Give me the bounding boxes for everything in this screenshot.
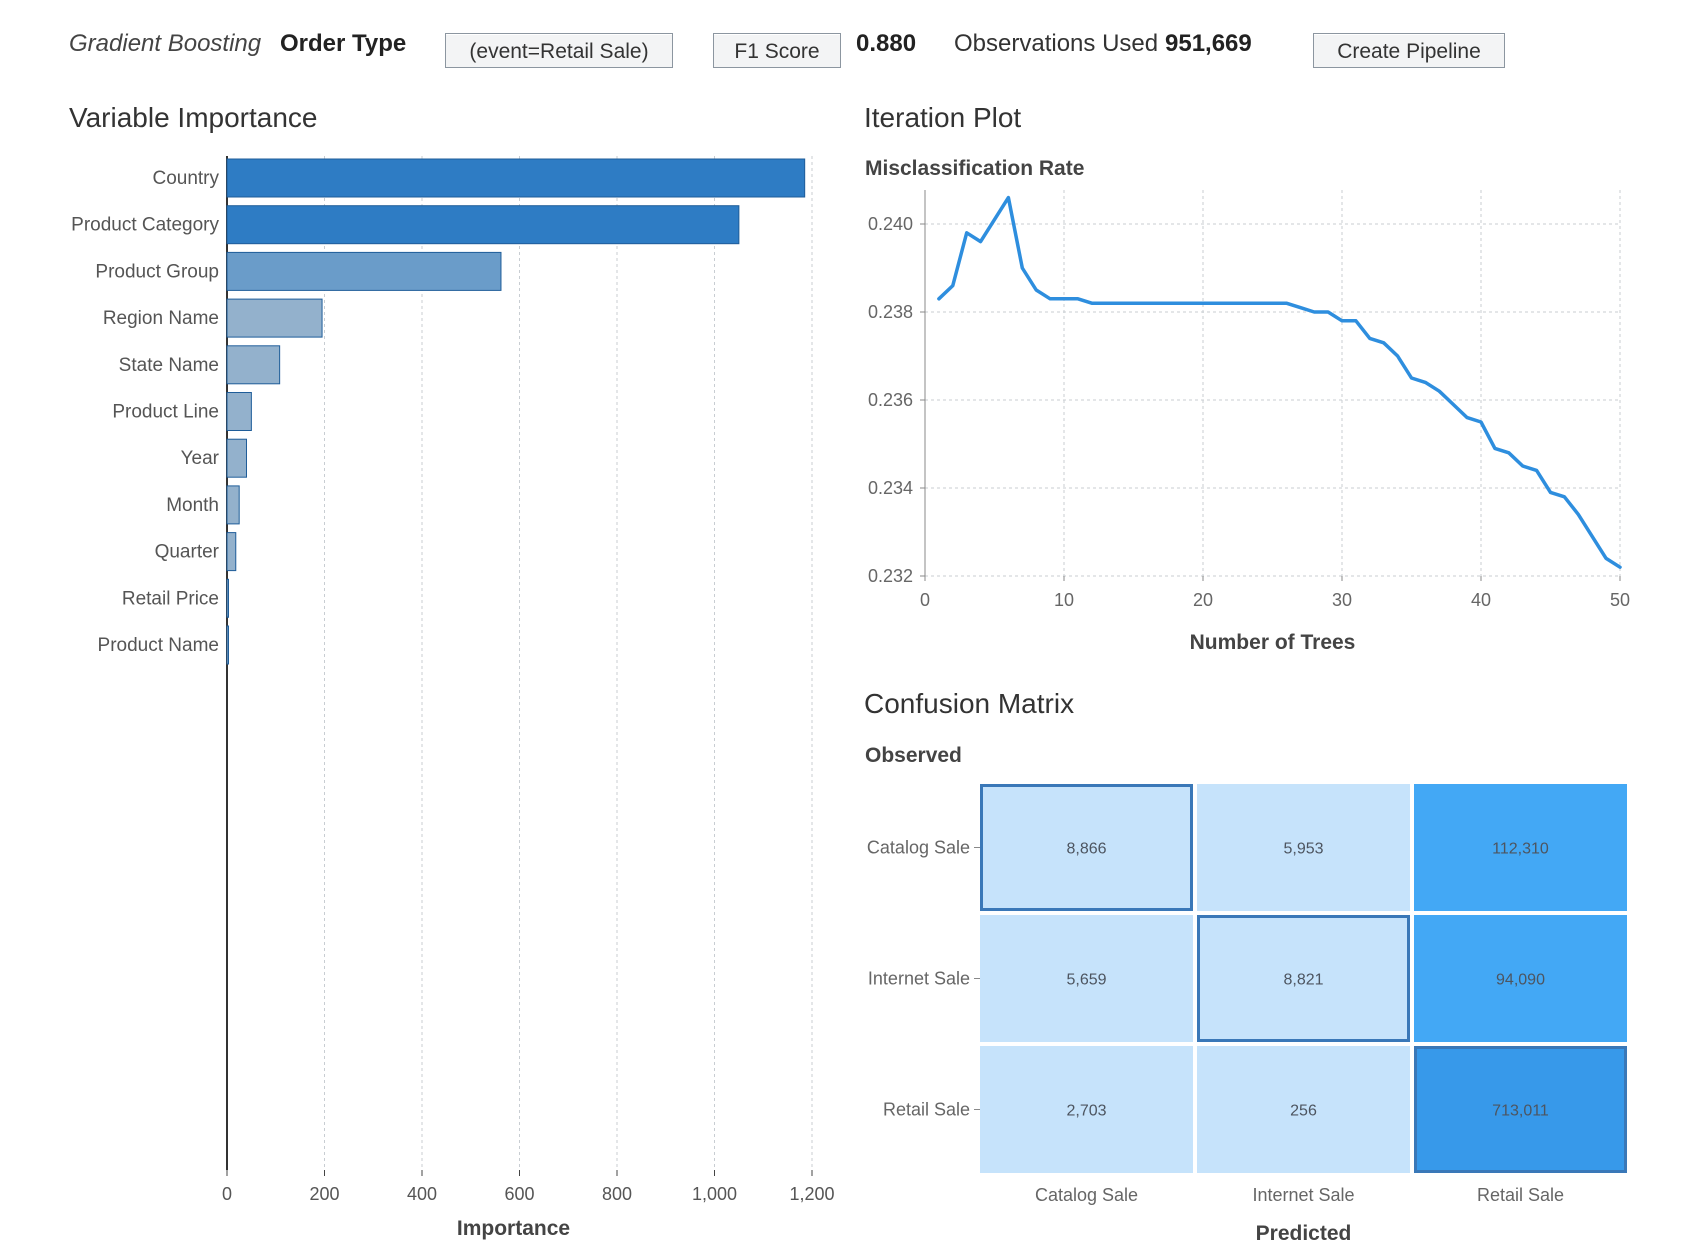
vi-x-tick-label: 800	[602, 1184, 632, 1204]
it-y-tick-label: 0.234	[868, 478, 913, 498]
vi-bar	[226, 298, 323, 338]
vi-category-label: Product Line	[112, 402, 219, 423]
cm-column-label: Catalog Sale	[1035, 1185, 1138, 1205]
it-y-axis-title: Misclassification Rate	[865, 157, 1084, 180]
vi-bar	[226, 625, 229, 665]
vi-category-label: Product Name	[98, 635, 219, 656]
it-y-tick-label: 0.240	[868, 214, 913, 234]
cm-cell	[980, 915, 1193, 1042]
it-x-tick-label: 10	[1054, 590, 1074, 610]
cm-cell	[1197, 915, 1410, 1042]
vi-bar	[226, 345, 281, 385]
cm-x-axis-title: Predicted	[1256, 1222, 1352, 1245]
cm-cell-highlight	[980, 784, 1193, 911]
it-x-tick-label: 40	[1471, 590, 1491, 610]
cm-row-label: Internet Sale	[868, 969, 970, 989]
model-header: Gradient Boosting Order Type (event=Reta…	[69, 26, 1629, 70]
confusion-matrix-title: Confusion Matrix	[864, 688, 1075, 719]
it-y-tick-label: 0.236	[868, 390, 913, 410]
cm-cell-highlight	[1414, 1046, 1627, 1173]
vi-x-tick-label: 200	[309, 1184, 339, 1204]
vi-x-tick-label: 400	[407, 1184, 437, 1204]
cm-cell-value: 8,821	[1283, 972, 1323, 989]
variable-importance-title: Variable Importance	[69, 102, 318, 133]
it-x-tick-label: 20	[1193, 590, 1213, 610]
cm-cell-value: 713,011	[1492, 1103, 1549, 1120]
it-y-tick-label: 0.238	[868, 302, 913, 322]
cm-cell	[1414, 1046, 1627, 1173]
vi-category-label: Country	[152, 168, 219, 189]
vi-category-label: Quarter	[155, 542, 220, 563]
vi-category-label: Year	[181, 448, 220, 469]
cm-cell-value: 2,703	[1066, 1103, 1106, 1120]
vi-bar	[226, 438, 247, 478]
vi-bar	[226, 578, 229, 618]
cm-cell	[1197, 1046, 1410, 1173]
model-type-label: Gradient Boosting	[69, 30, 262, 57]
it-series-line	[937, 195, 1622, 569]
cm-column-label: Internet Sale	[1252, 1185, 1354, 1205]
metric-value: 0.880	[856, 30, 917, 57]
cm-row-label: Catalog Sale	[867, 838, 970, 858]
vi-x-tick-label: 1,200	[789, 1184, 834, 1204]
vi-category-label: State Name	[119, 355, 219, 376]
observations-label: Observations Used	[954, 30, 1159, 57]
cm-cell	[980, 784, 1193, 911]
it-x-tick-label: 0	[920, 590, 930, 610]
it-y-tick-label: 0.232	[868, 566, 913, 586]
vi-bar	[226, 532, 237, 572]
iteration-plot-title: Iteration Plot	[864, 102, 1022, 133]
vi-bar	[226, 205, 740, 245]
vi-x-tick-label: 1,000	[692, 1184, 737, 1204]
vi-category-label: Product Group	[95, 261, 219, 282]
cm-cell-value: 112,310	[1492, 841, 1549, 858]
vi-x-tick-label: 600	[504, 1184, 534, 1204]
cm-cell-highlight	[1197, 915, 1410, 1042]
cm-column-label: Retail Sale	[1477, 1185, 1564, 1205]
cm-cell-value: 256	[1290, 1103, 1317, 1120]
vi-bar	[226, 485, 240, 525]
it-x-tick-label: 50	[1610, 590, 1630, 610]
variable-importance-chart: 0 200 400 600 800 1,000 1,200 Country Product Ca…	[71, 156, 835, 1240]
target-variable-label: Order Type	[280, 30, 407, 57]
it-x-axis-title: Number of Trees	[1190, 631, 1356, 654]
cm-cell-value: 8,866	[1066, 841, 1106, 858]
metric-select-button[interactable]: F1 Score	[713, 33, 841, 68]
confusion-matrix-chart: Observed 8,866 5,953 112,310 Catalog Sale 5,6…	[865, 744, 1627, 1245]
vi-bar	[226, 392, 252, 431]
it-x-tick-label: 30	[1332, 590, 1352, 610]
cm-cell-value: 5,659	[1066, 972, 1106, 989]
cm-row-label: Retail Sale	[883, 1100, 970, 1120]
cm-y-axis-title: Observed	[865, 744, 962, 767]
vi-category-label: Retail Price	[122, 588, 219, 609]
vi-x-tick-label: 0	[222, 1184, 232, 1204]
cm-cell-value: 94,090	[1496, 972, 1545, 989]
vi-category-label: Product Category	[71, 215, 219, 236]
event-level-button[interactable]: (event=Retail Sale)	[445, 33, 673, 68]
observations-value: 951,669	[1165, 30, 1252, 57]
cm-cell-value: 5,953	[1283, 841, 1323, 858]
vi-bar	[226, 158, 806, 198]
cm-cell	[1414, 915, 1627, 1042]
vi-x-axis-title: Importance	[457, 1217, 570, 1240]
cm-cell	[1197, 784, 1410, 911]
vi-category-label: Month	[166, 495, 219, 516]
cm-cell	[980, 1046, 1193, 1173]
iteration-plot-chart: Misclassification Rate 0.232 0.234 0.236 0.2…	[865, 157, 1630, 654]
vi-bar	[226, 251, 502, 291]
cm-cell	[1414, 784, 1627, 911]
create-pipeline-button[interactable]: Create Pipeline	[1313, 33, 1505, 68]
vi-category-label: Region Name	[103, 308, 219, 329]
